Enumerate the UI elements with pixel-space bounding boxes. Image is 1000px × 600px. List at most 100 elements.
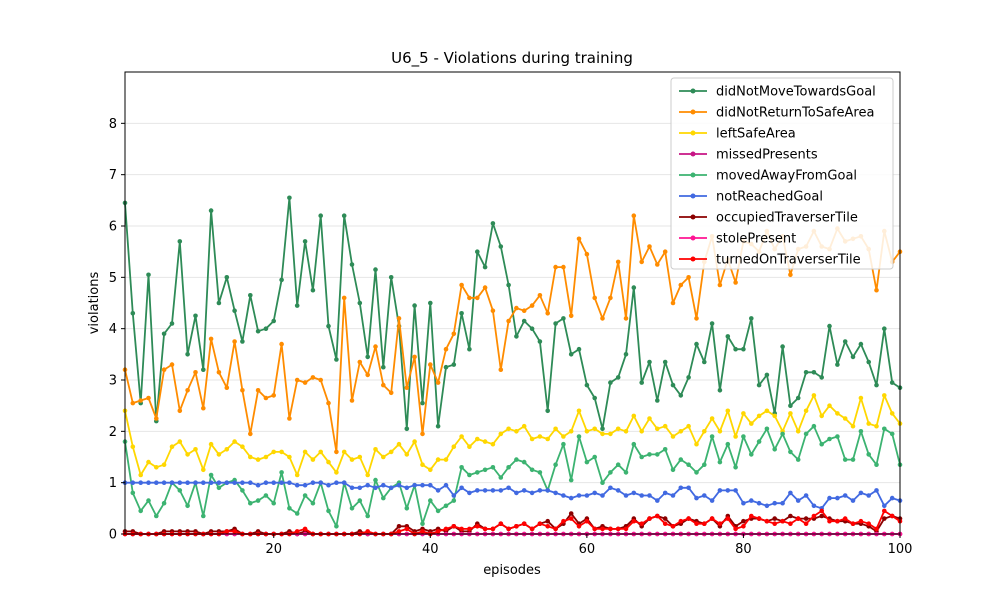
data-point [263,395,269,401]
data-point [529,326,535,332]
data-point [248,454,253,460]
data-point [381,454,386,460]
data-point [467,472,472,478]
data-point [694,495,699,501]
data-point [490,488,496,493]
data-point [850,498,856,503]
data-point [467,490,472,496]
data-point [224,529,230,534]
data-point [764,426,770,432]
data-point [443,503,449,509]
data-point [208,472,214,478]
data-point [475,295,480,301]
data-point [545,488,550,493]
data-point [749,421,754,426]
data-point [475,436,480,442]
series-leftSafeArea [122,393,903,478]
data-point [717,282,723,288]
data-point [647,359,652,365]
data-point [882,516,887,521]
data-point [655,513,660,519]
data-point [420,521,425,526]
data-point [490,441,496,447]
data-point [435,508,441,514]
data-point [381,482,386,488]
data-point [842,457,848,462]
data-point [396,441,402,447]
data-point [443,346,449,352]
data-point [733,346,738,352]
data-point [584,251,590,257]
data-point [600,316,605,321]
data-point [788,513,793,519]
data-point [467,346,472,352]
series-line [124,425,901,528]
data-point [451,362,457,367]
data-point [741,524,746,529]
data-point [803,370,809,375]
data-point [686,516,691,521]
data-point [835,518,840,524]
legend-entry-label: stolePresent [716,232,796,247]
data-point [521,423,527,429]
data-point [639,521,644,526]
data-point [772,521,777,526]
data-point [404,526,410,532]
x-axis-ticks: 20 40 60 80 100 [265,534,912,557]
data-point [639,493,644,498]
data-point [521,488,527,493]
data-point [459,526,464,532]
data-point [662,249,668,254]
data-point [373,485,378,491]
legend-entry-label: notReachedGoal [716,190,823,205]
data-point [670,524,676,529]
data-point [662,359,668,365]
data-point [772,500,777,506]
data-point [882,508,887,514]
data-point [428,467,433,473]
data-point [146,480,151,486]
data-point [310,500,316,506]
data-point [490,526,496,532]
data-point [240,480,245,486]
data-point [240,444,245,450]
data-point [819,413,824,419]
data-point [733,280,738,285]
data-point [678,282,684,288]
data-point [631,213,637,218]
data-point [608,295,613,301]
data-point [294,303,300,308]
data-point [795,498,801,503]
data-point [388,485,394,491]
series-layer [122,195,903,537]
data-point [568,313,574,319]
data-point [365,482,371,488]
data-point [373,447,378,452]
data-point [514,305,519,311]
data-point [749,513,754,519]
data-point [709,516,715,521]
data-point [678,457,684,462]
data-point [357,454,363,460]
data-point [294,472,300,478]
data-point [647,416,652,421]
data-point [357,359,363,365]
data-point [545,524,550,529]
data-point [506,526,511,532]
data-point [827,518,832,524]
data-point [874,488,879,493]
data-point [341,213,347,218]
data-point [169,444,175,450]
data-point [490,465,496,470]
data-point [827,495,832,501]
data-point [248,500,253,506]
data-point [498,521,504,526]
data-point [318,377,324,383]
data-point [216,452,222,457]
data-point [404,426,410,432]
data-point [889,495,895,501]
data-point [177,488,183,493]
data-point [169,362,175,367]
data-point [655,498,660,503]
data-point [709,434,715,439]
